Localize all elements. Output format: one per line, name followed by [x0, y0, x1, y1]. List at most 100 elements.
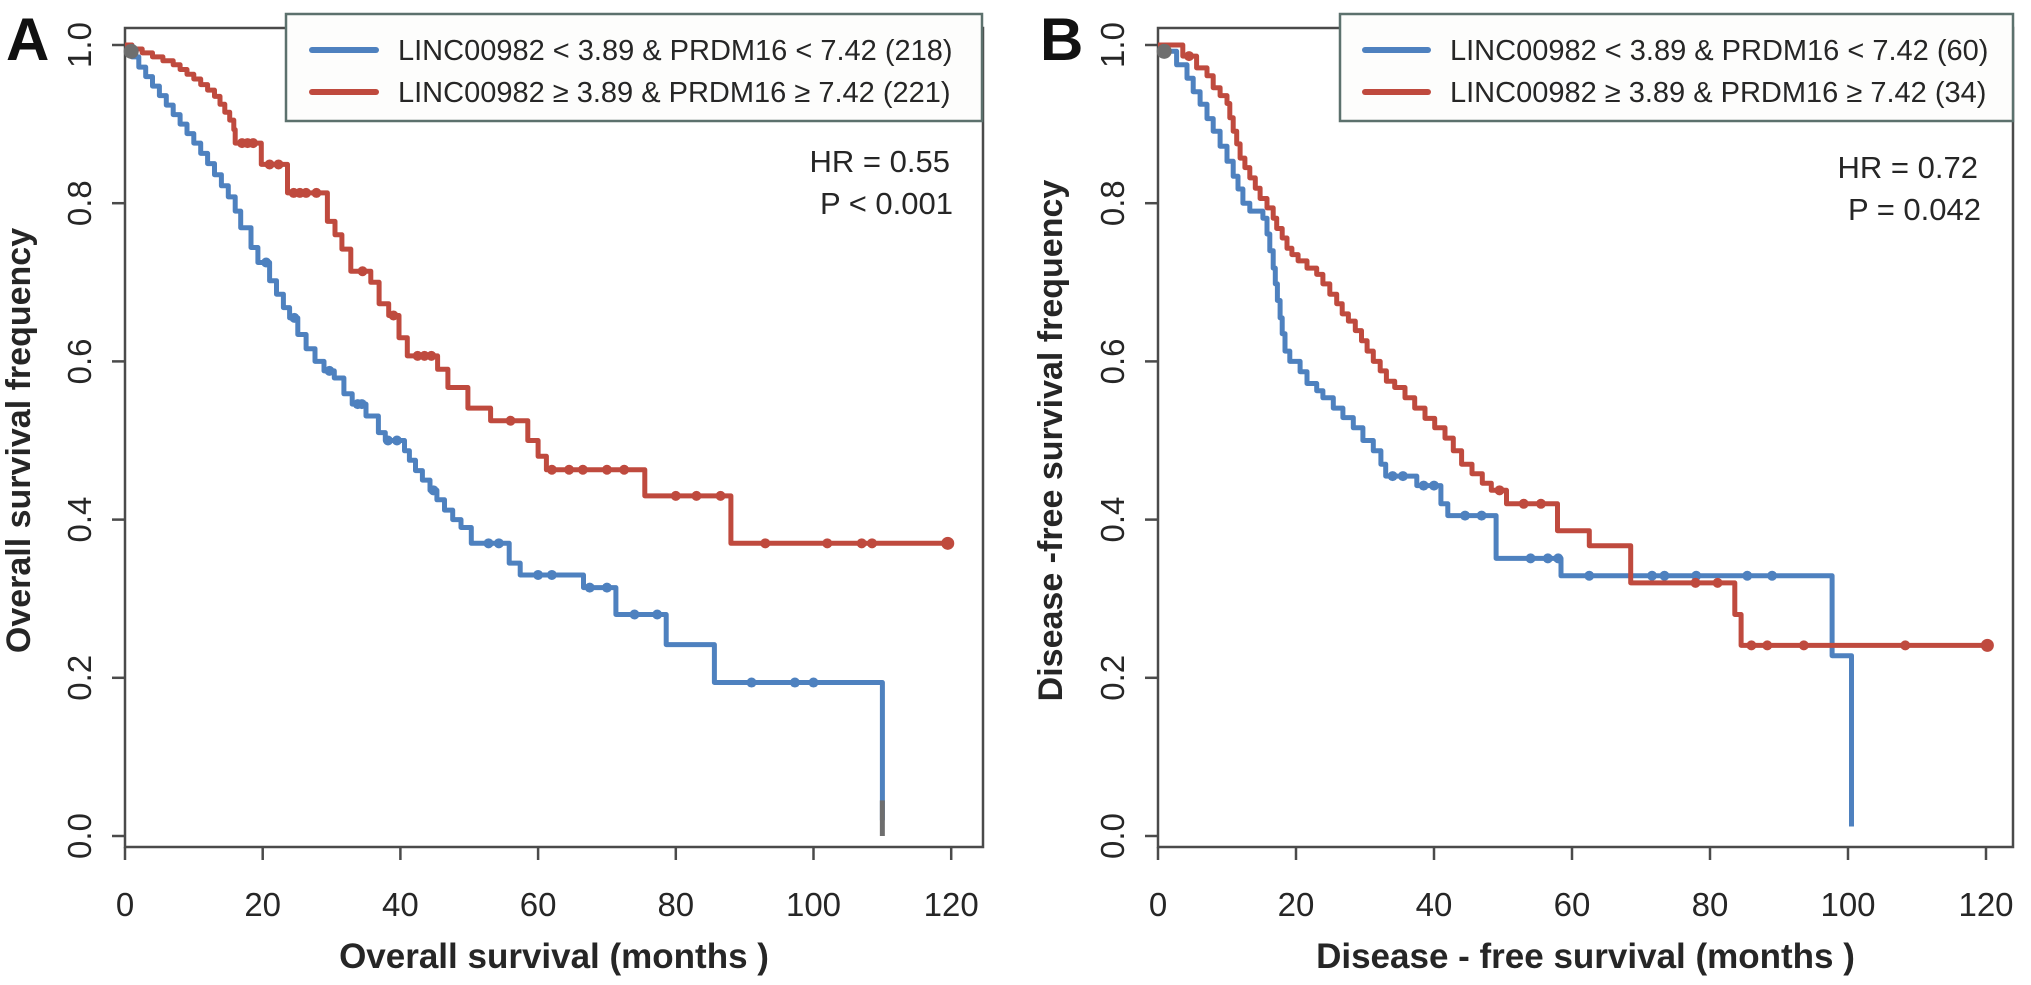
censor-mark: [1397, 471, 1408, 482]
start-overlap-mark: [1156, 43, 1172, 59]
censor-mark: [383, 435, 394, 446]
censor-mark: [1429, 480, 1439, 491]
censor-mark: [324, 365, 335, 376]
x-tick-label: 120: [1958, 886, 2013, 923]
censor-mark: [391, 435, 402, 446]
censor-mark: [546, 569, 557, 580]
p-value-annotation: P < 0.001: [820, 186, 953, 221]
censor-mark: [428, 485, 439, 496]
end-dot: [1980, 638, 1994, 652]
censor-mark: [1584, 570, 1595, 581]
legend-label: LINC00982 < 3.89 & PRDM16 < 7.42 (218): [398, 35, 953, 67]
censor-mark: [822, 538, 833, 549]
censor-mark: [1647, 570, 1658, 581]
censor-mark: [1746, 640, 1757, 651]
censor-mark: [264, 159, 275, 170]
censor-mark: [1184, 51, 1195, 62]
y-tick-label: 0.4: [1094, 497, 1131, 543]
y-tick-label: 0.6: [1094, 338, 1131, 384]
km-curve-high: [1158, 42, 1988, 648]
censor-mark: [1518, 498, 1529, 509]
y-tick-label: 0.2: [61, 655, 98, 701]
y-tick-label: 0.2: [1094, 655, 1131, 701]
censor-mark: [1387, 471, 1398, 482]
panel-letter: A: [6, 6, 49, 73]
end-dot: [941, 536, 955, 550]
censor-mark: [808, 677, 819, 688]
y-tick-label: 0.4: [61, 497, 98, 543]
legend-label: LINC00982 ≥ 3.89 & PRDM16 ≥ 7.42 (34): [1450, 77, 1986, 109]
legend: LINC00982 < 3.89 & PRDM16 < 7.42 (218) LI…: [284, 12, 984, 123]
censor-mark: [1659, 570, 1670, 581]
censor-mark: [357, 266, 368, 277]
y-tick-label: 0.0: [61, 813, 98, 859]
censor-mark: [533, 569, 544, 580]
censor-mark: [546, 464, 557, 475]
censor-mark: [1494, 485, 1505, 496]
x-tick-label: 20: [244, 886, 281, 923]
censor-mark: [1762, 640, 1773, 651]
censor-mark: [564, 464, 575, 475]
censor-mark: [1418, 480, 1429, 491]
censor-mark: [789, 677, 800, 688]
censor-mark: [1900, 640, 1911, 651]
censor-mark: [746, 677, 757, 688]
censor-mark: [577, 464, 588, 475]
y-axis-title: Overall survival frequency: [0, 228, 38, 653]
x-tick-label: 100: [786, 886, 841, 923]
censor-mark: [1742, 570, 1753, 581]
x-tick-label: 120: [924, 886, 979, 923]
censor-mark: [261, 257, 272, 268]
legend-label: LINC00982 ≥ 3.89 & PRDM16 ≥ 7.42 (221): [398, 77, 951, 109]
x-tick-label: 40: [1416, 886, 1453, 923]
censor-mark: [301, 187, 312, 198]
censor-mark: [1798, 640, 1809, 651]
censor-mark: [715, 490, 726, 501]
y-tick-label: 1.0: [1094, 22, 1131, 68]
y-tick-label: 0.8: [61, 180, 98, 226]
legend-label: LINC00982 < 3.89 & PRDM16 < 7.42 (60): [1450, 35, 1988, 67]
censor-mark: [248, 138, 259, 149]
y-tick-label: 0.8: [1094, 180, 1131, 226]
panel-A: 0 20 40 60 80 100 120 1.0 0.8 0.6 0.4 0.2 0.0 Overall…: [0, 6, 985, 976]
x-tick-label: 40: [382, 886, 419, 923]
x-tick-label: 0: [116, 886, 134, 923]
x-axis-title: Overall survival (months ): [339, 937, 769, 976]
censor-mark: [760, 538, 771, 549]
legend: LINC00982 < 3.89 & PRDM16 < 7.42 (60) LIN…: [1338, 12, 2015, 123]
y-tick-label: 1.0: [61, 22, 98, 68]
p-value-annotation: P = 0.042: [1848, 192, 1981, 227]
censor-mark: [652, 609, 663, 620]
y-tick-label: 0.6: [61, 338, 98, 384]
censor-mark: [273, 159, 284, 170]
y-tick-label: 0.0: [1094, 813, 1131, 859]
start-overlap-mark: [123, 43, 139, 59]
censor-mark: [289, 312, 300, 323]
censor-mark: [691, 490, 702, 501]
censor-mark: [1535, 498, 1546, 509]
hr-annotation: HR = 0.72: [1838, 150, 1978, 185]
censor-mark: [356, 399, 367, 410]
x-tick-label: 100: [1820, 886, 1875, 923]
censor-mark: [505, 415, 516, 426]
censor-mark: [1476, 510, 1487, 521]
x-tick-label: 80: [1692, 886, 1729, 923]
censor-mark: [1525, 553, 1536, 564]
censor-mark: [1460, 510, 1471, 521]
censor-mark: [1553, 553, 1564, 564]
censor-mark: [1712, 577, 1723, 588]
censor-mark: [601, 464, 612, 475]
km-curve-low: [1158, 42, 1854, 827]
censor-mark: [584, 582, 595, 593]
legend-box: [1338, 12, 2015, 123]
censor-mark: [670, 490, 681, 501]
hr-annotation: HR = 0.55: [810, 144, 950, 179]
censor-mark: [619, 464, 630, 475]
km-curve-low: [125, 42, 885, 821]
y-axis-title: Disease -free survival frequency: [1032, 180, 1070, 702]
censor-mark: [856, 538, 867, 549]
censor-mark: [483, 538, 494, 549]
censor-mark: [1767, 570, 1778, 581]
